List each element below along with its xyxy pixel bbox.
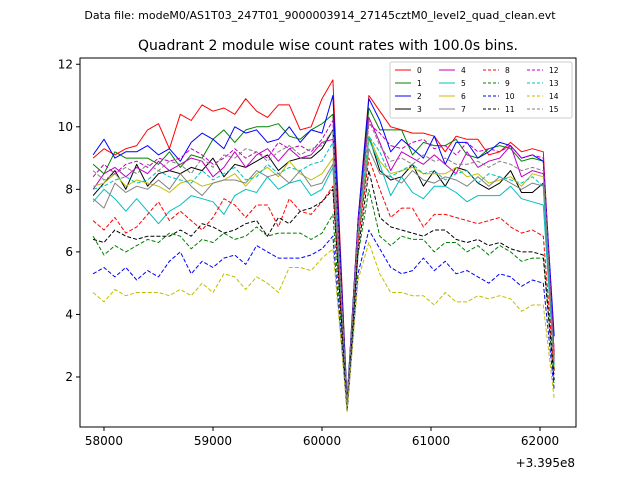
series-line-4 xyxy=(92,116,555,406)
legend-label-5: 5 xyxy=(461,79,466,88)
chart-title: Quadrant 2 module wise count rates with … xyxy=(138,38,518,54)
legend-label-3: 3 xyxy=(417,105,422,114)
series-line-5 xyxy=(92,138,555,409)
y-tick-label: 12 xyxy=(58,57,73,71)
legend-label-2: 2 xyxy=(417,92,422,101)
y-tick-label: 8 xyxy=(65,182,73,196)
y-tick-label: 6 xyxy=(65,245,73,259)
x-tick-label: 60000 xyxy=(303,434,341,448)
legend-label-6: 6 xyxy=(461,92,466,101)
legend-label-14: 14 xyxy=(549,92,559,101)
series-line-2 xyxy=(92,95,555,403)
legend-label-4: 4 xyxy=(461,66,466,75)
legend-label-8: 8 xyxy=(505,66,510,75)
y-tick-label: 2 xyxy=(65,370,73,384)
series-line-14 xyxy=(92,242,555,412)
legend-label-12: 12 xyxy=(549,66,559,75)
legend-box xyxy=(389,61,573,119)
y-tick-label: 10 xyxy=(58,120,73,134)
series-line-10 xyxy=(92,229,555,412)
series-line-15 xyxy=(92,120,555,406)
legend-label-13: 13 xyxy=(549,79,559,88)
legend-label-10: 10 xyxy=(505,92,515,101)
series-line-13 xyxy=(92,135,555,406)
legend-label-9: 9 xyxy=(505,79,510,88)
legend-label-11: 11 xyxy=(505,105,515,114)
x-tick-label: 58000 xyxy=(85,434,123,448)
legend-label-15: 15 xyxy=(549,105,559,114)
series-line-9 xyxy=(92,188,555,412)
legend-label-1: 1 xyxy=(417,79,422,88)
series-line-11 xyxy=(92,170,555,409)
x-tick-label: 62000 xyxy=(521,434,559,448)
y-tick-label: 4 xyxy=(65,307,73,321)
plot-frame xyxy=(79,57,577,428)
series-layer xyxy=(92,79,555,412)
x-tick-label: 61000 xyxy=(412,434,450,448)
series-line-6 xyxy=(92,135,555,409)
x-tick-label: 59000 xyxy=(194,434,232,448)
legend-label-0: 0 xyxy=(417,66,422,75)
x-offset-label: +3.395e8 xyxy=(516,456,575,470)
legend-label-7: 7 xyxy=(461,105,466,114)
data-file-suptitle: Data file: modeM0/AS1T03_247T01_90000039… xyxy=(84,9,556,22)
series-line-7 xyxy=(92,148,555,409)
